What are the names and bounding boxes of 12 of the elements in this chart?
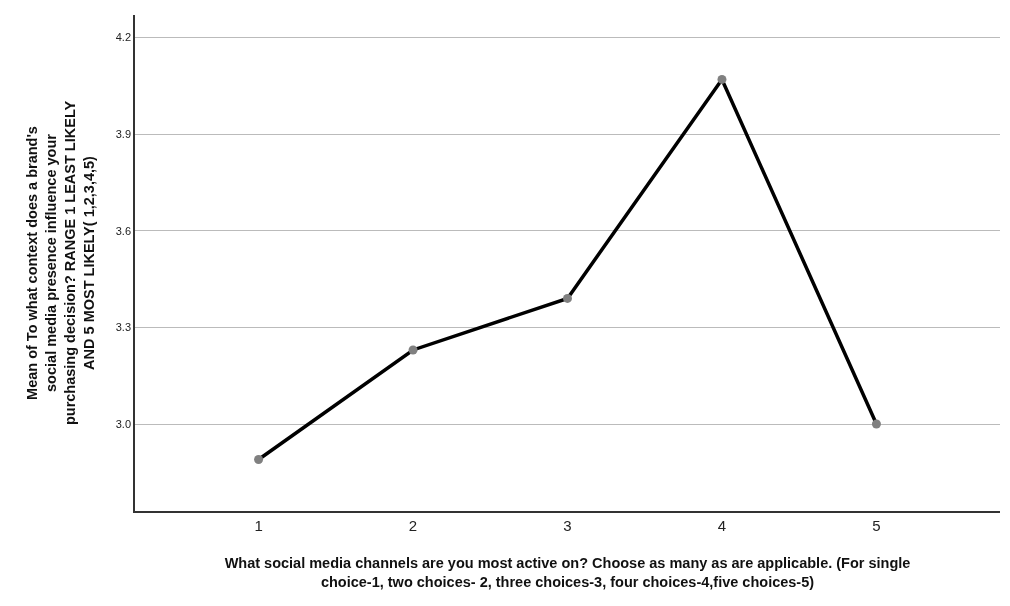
y-axis-title: Mean of To what context does a brand's social media presence influence your purchasing decision? RANGE 1 LEAST LIKELY AND 5 MOST LIKELY( 1,2,3,4,5) xyxy=(24,100,97,426)
y-tick-label: 3.6 xyxy=(115,224,132,237)
x-tick-label: 3 xyxy=(563,516,572,534)
y-tick-label: 3.9 xyxy=(115,128,132,141)
y-tick-label: 4.2 xyxy=(115,31,132,44)
x-tick-label: 5 xyxy=(872,516,881,534)
x-axis-title: What social media channels are you most active on? Choose as many as are applicable. (For single choice-1, two choices- 2, three choices-3, four choices-4,five choices-5) xyxy=(224,554,911,590)
x-tick-label: 2 xyxy=(408,516,418,534)
x-tick-label: 1 xyxy=(254,516,263,534)
y-tick-label: 3.0 xyxy=(115,417,132,430)
y-tick-label: 3.3 xyxy=(115,321,132,334)
x-tick-label: 4 xyxy=(717,516,727,534)
